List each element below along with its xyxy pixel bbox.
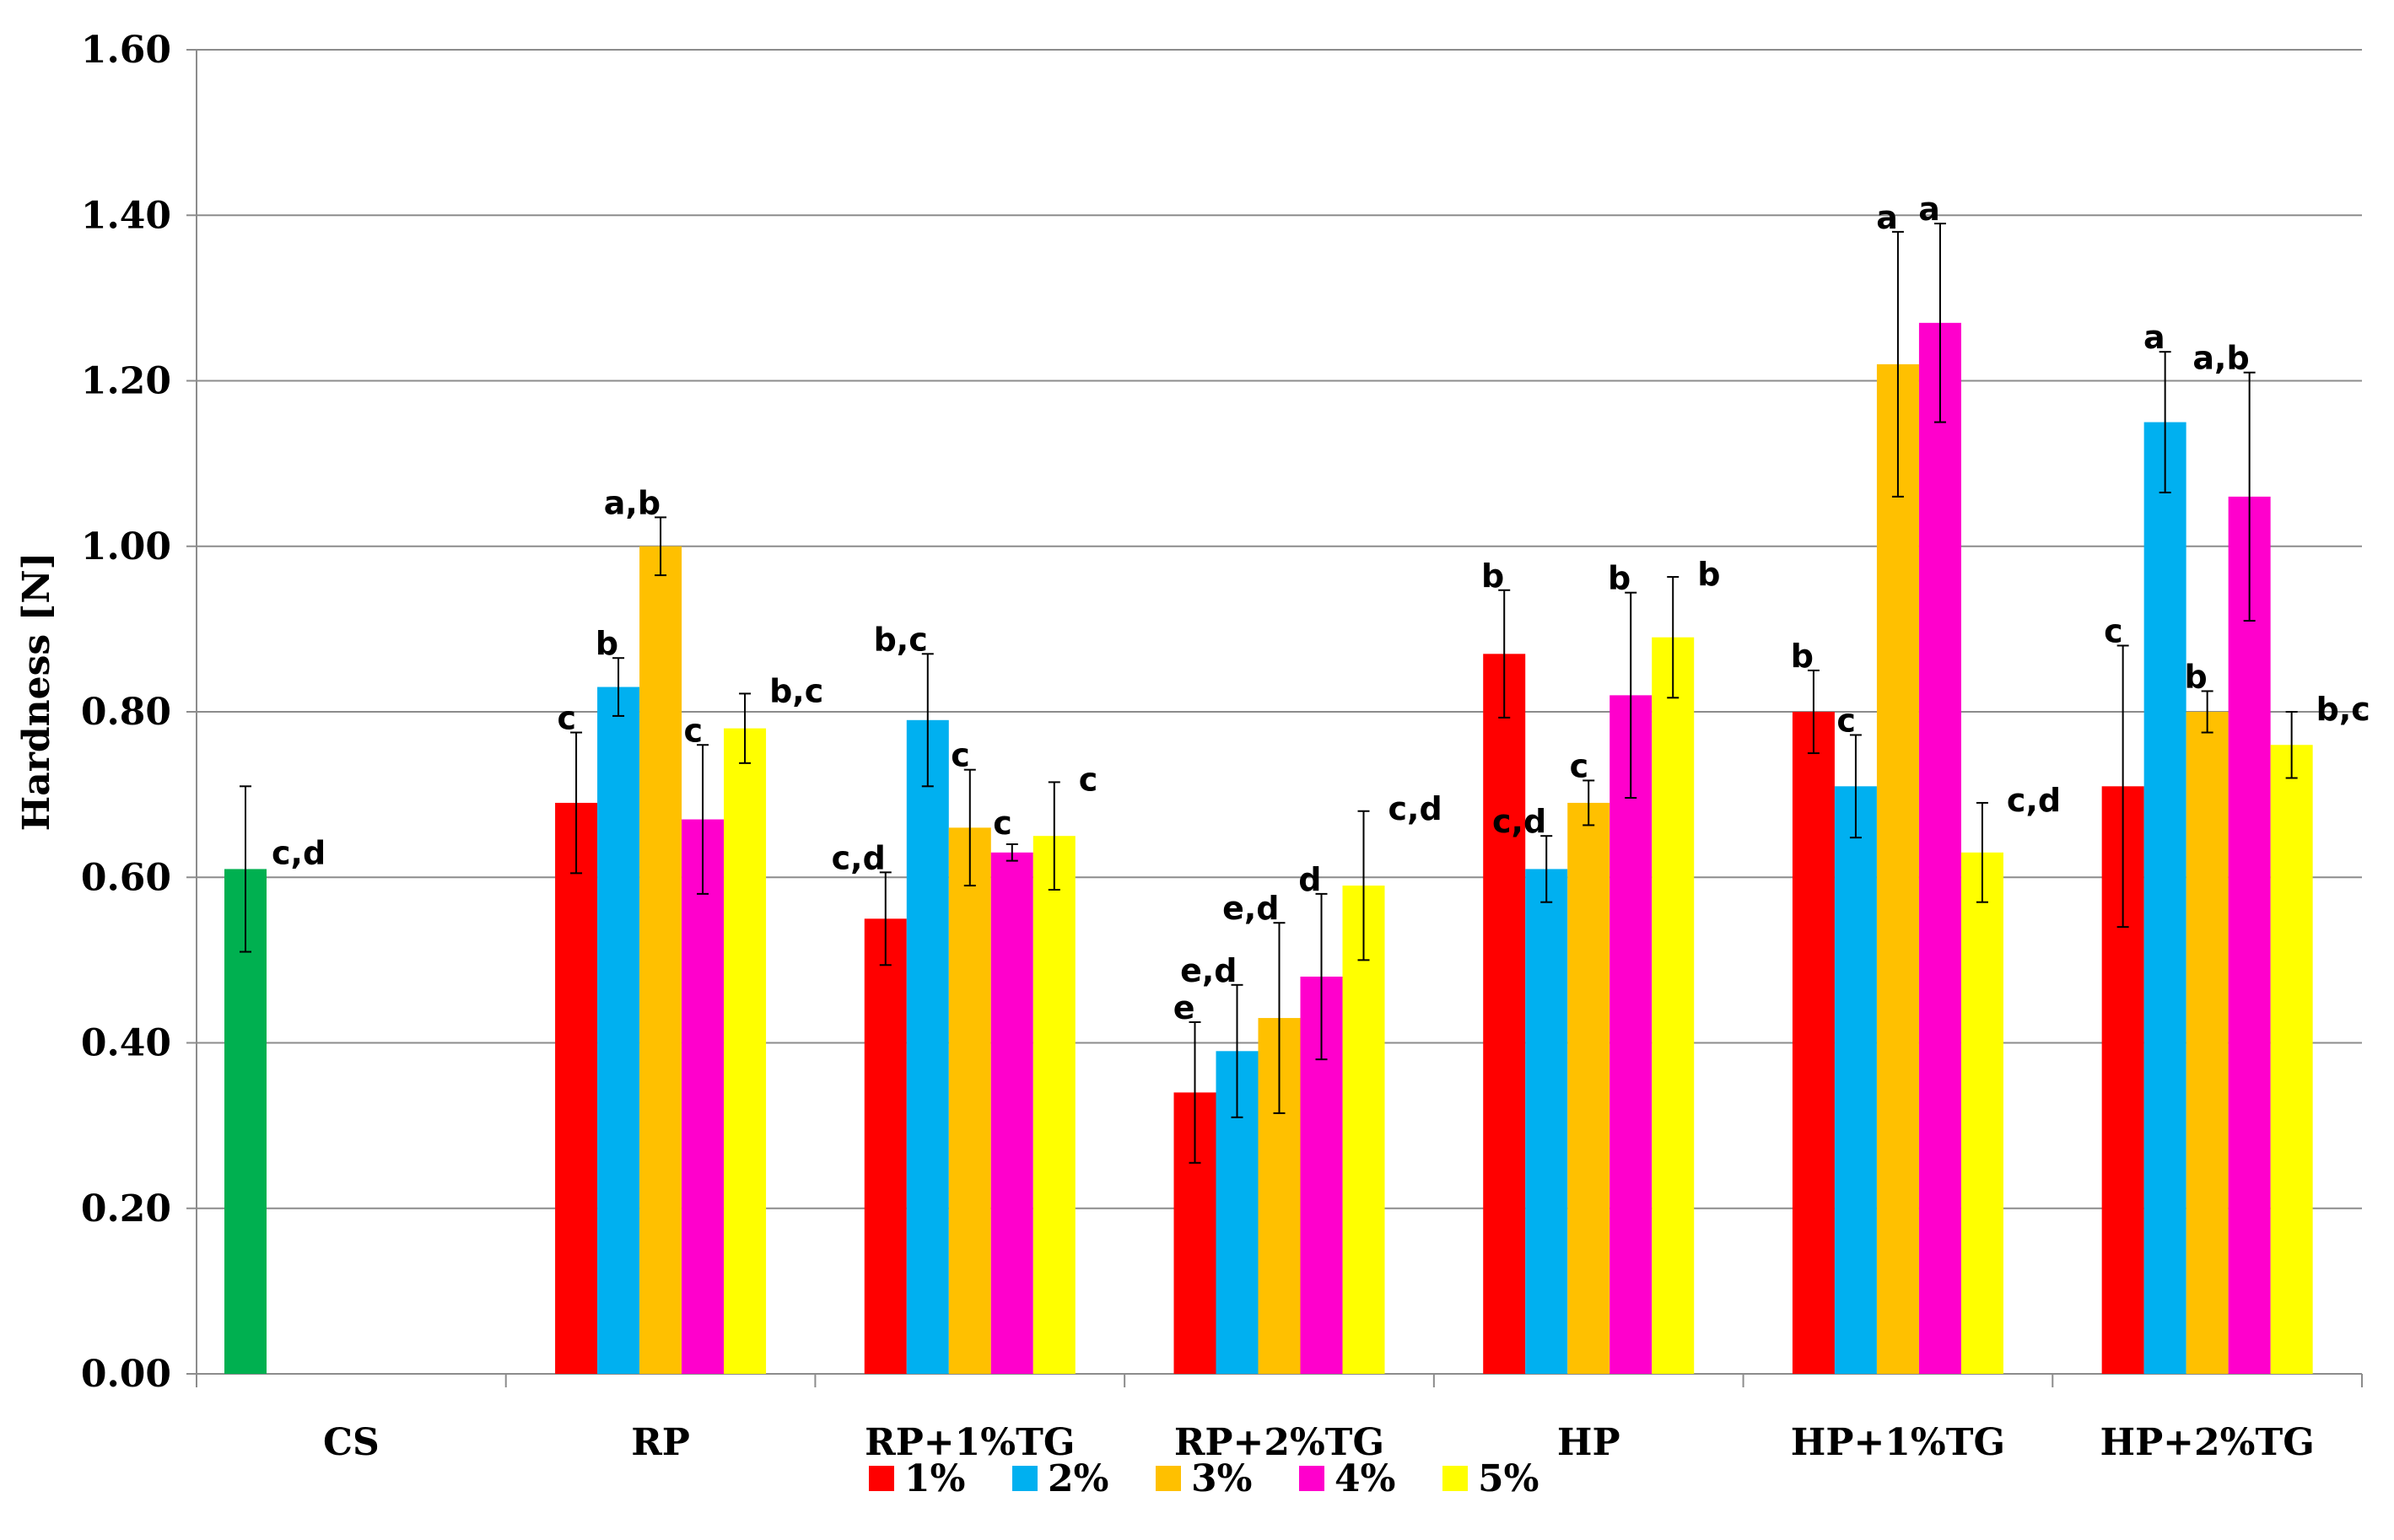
significance-label: b [1481, 557, 1504, 595]
significance-label: b [1791, 638, 1814, 675]
bar-2pct [2143, 422, 2186, 1374]
y-tick-label: 0.80 [81, 691, 171, 734]
significance-label: e [1173, 989, 1195, 1026]
legend-swatch [1442, 1466, 1468, 1491]
bar-5pct [1033, 836, 1076, 1374]
significance-label: c [993, 805, 1012, 842]
significance-label: c [1836, 702, 1856, 739]
bar-2pct [1525, 869, 1568, 1374]
y-tick-label: 1.00 [81, 525, 171, 568]
bar-1pct [864, 918, 907, 1374]
significance-label: c,d [1388, 790, 1442, 827]
significance-label: c,d [832, 839, 886, 876]
legend-label: 5% [1478, 1457, 1539, 1500]
legend-label: 1% [904, 1457, 965, 1500]
bar-5pct [2270, 745, 2313, 1374]
significance-label: c,d [1492, 803, 1546, 840]
significance-label: b,c [2316, 691, 2370, 728]
significance-label: b [1697, 556, 1720, 593]
bar-5pct [1342, 886, 1385, 1374]
significance-label: a [1876, 199, 1898, 236]
significance-label: c [684, 712, 704, 749]
legend-swatch [1299, 1466, 1324, 1491]
bar-5pct [724, 728, 767, 1374]
y-tick-label: 0.20 [81, 1187, 171, 1230]
bar-3pct [2186, 712, 2229, 1374]
bar-3pct [639, 546, 682, 1374]
significance-label: c [1079, 761, 1098, 798]
significance-label: c [1570, 747, 1589, 784]
x-category-label: HP+2%TG [2100, 1421, 2315, 1464]
y-tick-label: 1.60 [81, 29, 171, 72]
significance-label: a [2143, 319, 2165, 356]
y-axis-title: Hardness [N] [15, 552, 58, 832]
significance-label: b [596, 625, 618, 662]
bar-4pct [990, 852, 1033, 1374]
x-category-label: RP [631, 1421, 690, 1464]
axes: 0.00 0.20 0.40 0.60 0.80 1.00 1.20 1.40 1.60 CS RP… [81, 29, 2363, 1464]
legend-swatch [869, 1466, 894, 1491]
x-category-label: CS [323, 1421, 380, 1464]
bar-3pct [1567, 802, 1610, 1374]
x-category-label: RP+2%TG [1174, 1421, 1384, 1464]
significance-label: e,d [1180, 952, 1237, 989]
bar-4pct [1918, 322, 1961, 1374]
significance-label: c [558, 700, 577, 737]
bar-1pct [555, 802, 598, 1374]
significance-label: a [1918, 191, 1940, 228]
significance-label: c [2104, 613, 2123, 650]
bars [224, 322, 2313, 1374]
x-category-label: HP+1%TG [1791, 1421, 2005, 1464]
significance-label: a,b [604, 484, 661, 521]
bar-control [224, 869, 267, 1374]
bar-4pct [2228, 496, 2271, 1374]
y-tick-label: 1.20 [81, 360, 171, 403]
significance-label: b [2184, 658, 2207, 695]
bar-2pct [597, 687, 640, 1374]
bar-3pct [948, 827, 991, 1374]
bar-2pct [906, 719, 949, 1374]
y-tick-label: 1.40 [81, 194, 171, 237]
legend-label: 3% [1191, 1457, 1252, 1500]
bar-4pct [682, 819, 725, 1374]
bar-3pct [1876, 363, 1919, 1374]
bar-1pct [1483, 654, 1526, 1374]
legend-swatch [1012, 1466, 1038, 1491]
error-bars [240, 223, 2298, 1164]
bar-1pct [1792, 712, 1835, 1374]
bar-2pct [1834, 786, 1877, 1374]
legend-label: 4% [1334, 1457, 1395, 1500]
bar-4pct [1609, 695, 1653, 1374]
significance-label: b,c [769, 672, 823, 709]
significance-label: b [1608, 560, 1631, 597]
legend-label: 2% [1048, 1457, 1108, 1500]
significance-label: a,b [2192, 340, 2249, 377]
bar-5pct [1652, 637, 1695, 1374]
significance-label: c,d [2007, 782, 2061, 819]
y-tick-label: 0.60 [81, 856, 171, 899]
significance-label: d [1298, 861, 1321, 898]
significance-label: c,d [272, 834, 326, 871]
legend-swatch [1156, 1466, 1181, 1491]
x-category-label: HP [1557, 1421, 1620, 1464]
x-category-label: RP+1%TG [865, 1421, 1075, 1464]
significance-label: b,c [874, 621, 928, 658]
significance-label: c [951, 737, 970, 774]
y-tick-label: 0.40 [81, 1022, 171, 1065]
legend: 1% 2% 3% 4% 5% [869, 1457, 1539, 1500]
y-tick-label: 0.00 [81, 1353, 171, 1396]
significance-label: e,d [1222, 890, 1279, 927]
bar-5pct [1960, 852, 2003, 1374]
